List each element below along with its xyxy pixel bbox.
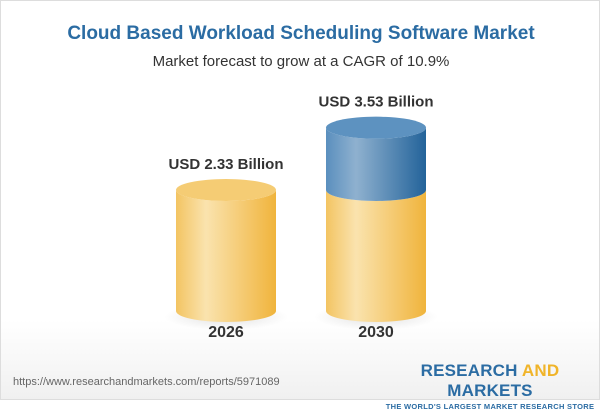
cylinder-growth-segment	[326, 127, 426, 201]
source-url[interactable]: https://www.researchandmarkets.com/repor…	[13, 376, 280, 388]
category-label: 2026	[208, 324, 244, 341]
cylinder-base-segment	[176, 190, 276, 322]
chart-title: Cloud Based Workload Scheduling Software…	[67, 23, 535, 44]
data-label: USD 3.53 Billion	[318, 94, 433, 111]
research-and-markets-logo: RESEARCH AND MARKETS THE WORLD'S LARGEST…	[385, 361, 595, 411]
cylinder-top	[176, 179, 276, 201]
data-label: USD 2.33 Billion	[168, 156, 283, 173]
category-label: 2030	[358, 324, 394, 341]
logo-tagline: THE WORLD'S LARGEST MARKET RESEARCH STOR…	[385, 402, 595, 411]
cylinder-top	[326, 116, 426, 139]
cylinder-base-segment	[326, 190, 426, 322]
cylinder-chart: USD 2.33 Billion 2026 USD 3.53 Billion 2030	[164, 94, 438, 341]
chart-subtitle: Market forecast to grow at a CAGR of 10.…	[152, 53, 450, 70]
